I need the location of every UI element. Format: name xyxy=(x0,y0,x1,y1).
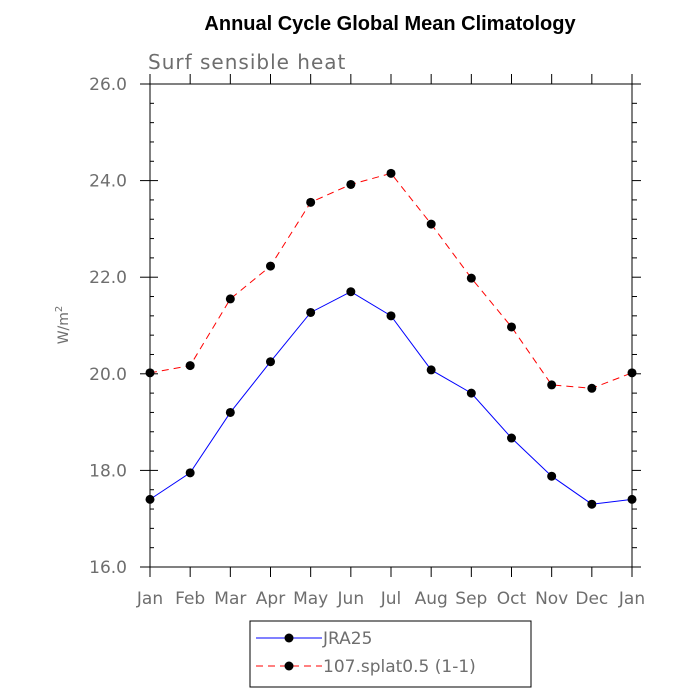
data-point xyxy=(547,380,557,390)
x-tick-label: Feb xyxy=(175,589,205,609)
legend: JRA25 107.splat0.5 (1-1) xyxy=(249,620,532,688)
legend-marker xyxy=(284,661,294,671)
data-point xyxy=(145,368,155,378)
legend-marker xyxy=(284,633,294,643)
data-point xyxy=(587,383,597,393)
x-tick-label: Mar xyxy=(214,589,246,609)
chart-title: Annual Cycle Global Mean Climatology xyxy=(204,13,576,35)
x-tick-label: Jan xyxy=(618,589,645,609)
data-point xyxy=(386,311,396,321)
x-tick-label: Sep xyxy=(455,589,487,609)
series-2 xyxy=(145,168,637,393)
y-tick-label: 16.0 xyxy=(89,558,127,578)
data-point xyxy=(185,468,195,478)
data-point xyxy=(346,179,356,189)
data-point xyxy=(507,322,516,332)
data-point xyxy=(627,368,637,378)
y-axis-label-text: W/m xyxy=(56,312,72,344)
x-tick-label: Jan xyxy=(136,589,163,609)
data-point xyxy=(225,407,235,417)
data-point xyxy=(386,168,396,178)
data-point xyxy=(547,471,557,481)
x-tick-label: Dec xyxy=(575,589,608,609)
data-point xyxy=(426,219,436,229)
x-tick-label: Nov xyxy=(535,589,568,609)
series-1 xyxy=(145,287,637,509)
x-tick-label: Oct xyxy=(497,589,527,609)
legend-label: JRA25 xyxy=(322,629,372,649)
x-tick-label: Jun xyxy=(337,589,365,609)
x-tick-label: Aug xyxy=(415,589,448,609)
x-tick-label: Apr xyxy=(256,589,285,609)
data-point xyxy=(145,494,155,504)
plot-area xyxy=(149,83,633,568)
y-tick-label: 20.0 xyxy=(89,365,127,385)
y-axis-label: W/m2 xyxy=(54,306,72,345)
data-point xyxy=(507,433,516,443)
data-point xyxy=(587,499,597,509)
series-layer xyxy=(145,168,637,509)
legend-box xyxy=(249,620,532,688)
y-axis-label-superscript: 2 xyxy=(54,306,65,312)
series-line xyxy=(149,291,633,505)
x-axis: Jan Feb Mar Apr May Jun Jul Aug Sep Oct Nov Dec Jan xyxy=(136,74,645,609)
data-point xyxy=(466,273,476,283)
data-point xyxy=(306,307,316,317)
x-tick-label: Jul xyxy=(380,589,402,609)
y-tick-label: 26.0 xyxy=(89,75,127,95)
data-point xyxy=(185,361,195,371)
data-point xyxy=(225,294,235,304)
y-tick-label: 22.0 xyxy=(89,268,127,288)
data-point xyxy=(346,287,356,297)
series-line xyxy=(149,172,633,389)
plot-frame xyxy=(149,83,633,568)
data-point xyxy=(466,388,476,398)
y-axis: 16.0 18.0 20.0 22.0 24.0 26.0 xyxy=(89,75,641,578)
y-tick-label: 18.0 xyxy=(89,461,127,481)
data-point xyxy=(627,494,637,504)
legend-label: 107.splat0.5 (1-1) xyxy=(323,657,476,677)
data-point xyxy=(266,261,275,271)
x-tick-label: May xyxy=(293,589,328,609)
data-point xyxy=(426,365,436,375)
y-tick-label: 24.0 xyxy=(89,172,127,192)
data-point xyxy=(266,357,275,367)
chart-subtitle: Surf sensible heat xyxy=(148,50,346,74)
data-point xyxy=(306,197,316,207)
